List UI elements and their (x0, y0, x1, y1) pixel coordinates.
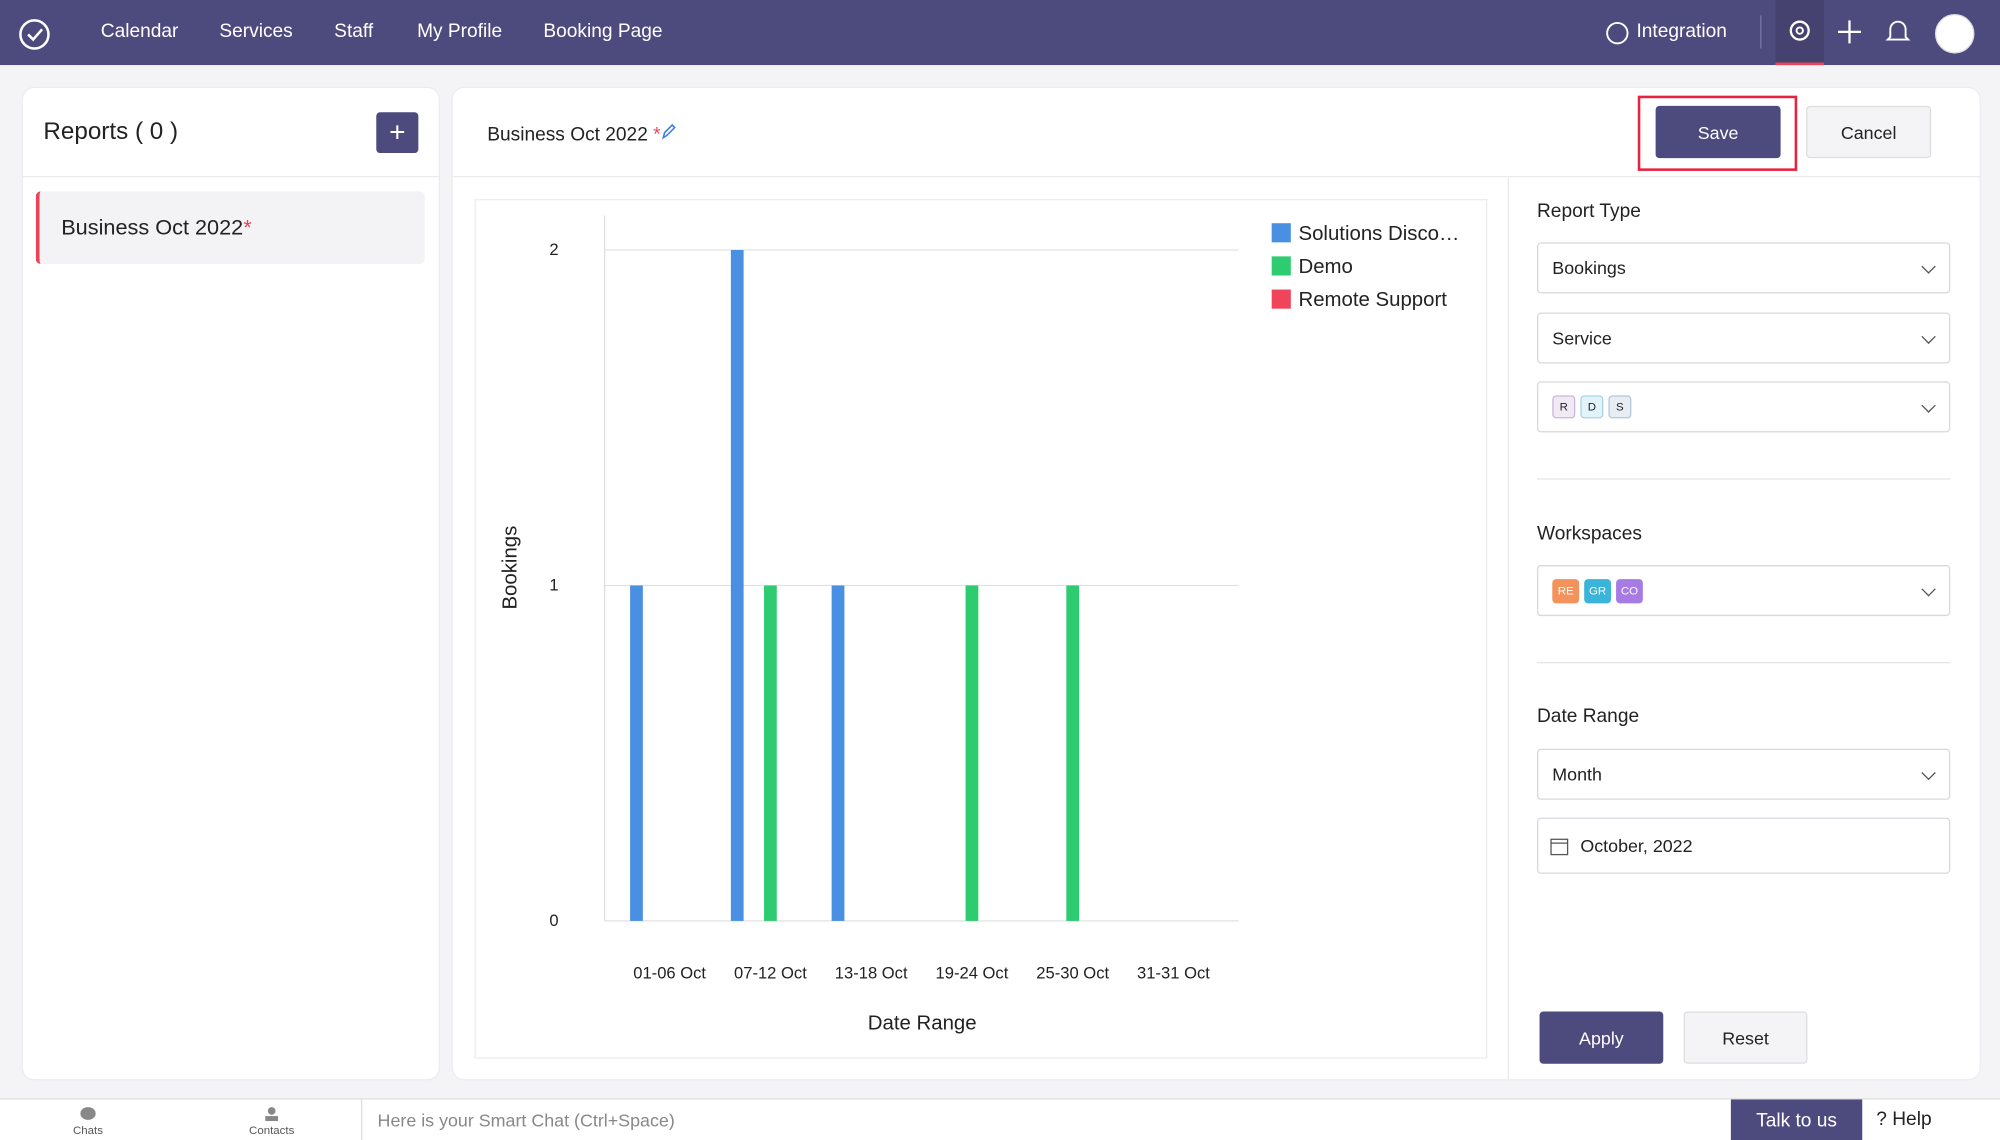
chip: CO (1616, 578, 1643, 603)
select[interactable]: Month (1536, 748, 1951, 800)
y-axis-label: Bookings (500, 526, 522, 610)
logo (19, 19, 50, 50)
multi-select[interactable]: RE GR CO (1536, 565, 1951, 617)
y-tick-label: 1 (549, 576, 558, 595)
legend-swatch (1271, 289, 1291, 309)
filter-label: Workspaces (1536, 522, 1642, 545)
x-tick-label: 01-06 Oct (633, 963, 706, 982)
divider (1536, 661, 1951, 664)
nav-item[interactable]: Services (219, 20, 293, 43)
select[interactable]: Service (1536, 312, 1951, 364)
x-tick-label: 25-30 Oct (1036, 963, 1109, 982)
chats[interactable]: Chats (57, 1106, 118, 1137)
date-value: October, 2022 (1580, 835, 1693, 856)
bar (965, 585, 979, 921)
select-value: Service (1552, 327, 1612, 349)
sidebar: Reports ( 0 ) + Business Oct 2022* (21, 86, 441, 1081)
chip: D (1580, 395, 1604, 419)
divider (1536, 478, 1951, 480)
smart-chat[interactable]: Here is your Smart Chat (Ctrl+Space) (377, 1109, 675, 1131)
select-value: Month (1552, 764, 1602, 785)
report-title: Business Oct 2022 * (487, 122, 676, 145)
bar (630, 585, 643, 921)
date-input[interactable]: October, 2022 (1536, 817, 1951, 874)
chip: S (1608, 395, 1632, 419)
bar (831, 585, 845, 921)
avatar[interactable] (1934, 14, 1975, 54)
divider (1760, 15, 1762, 49)
filter-label: Date Range (1536, 705, 1640, 728)
report-item[interactable]: Business Oct 2022* (35, 191, 425, 265)
y-tick-label: 0 (549, 911, 558, 930)
settings[interactable] (1775, 0, 1824, 66)
x-axis-label: Date Range (868, 1012, 977, 1034)
legend-swatch (1271, 256, 1291, 276)
help-label: Help (1892, 1108, 1932, 1131)
cancel-button[interactable]: Cancel (1806, 105, 1932, 159)
nav-item[interactable]: My Profile (417, 20, 503, 43)
unsaved-marker: * (653, 123, 661, 146)
add-report[interactable]: + (376, 112, 419, 154)
x-tick-label: 19-24 Oct (936, 963, 1009, 982)
select[interactable]: Bookings (1536, 242, 1951, 294)
divider (452, 176, 1980, 178)
y-tick-label: 2 (549, 240, 558, 259)
sidebar-title: Reports ( 0 ) (43, 118, 179, 146)
legend-label: Remote Support (1298, 289, 1447, 311)
bar (764, 585, 777, 921)
contacts-label: Contacts (249, 1123, 295, 1137)
x-tick-label: 31-31 Oct (1137, 963, 1210, 982)
bell-icon[interactable] (1885, 18, 1911, 46)
save-button[interactable]: Save (1655, 105, 1781, 159)
calendar-icon (1550, 838, 1569, 856)
edit-icon[interactable] (661, 122, 676, 140)
divider (1507, 177, 1509, 1080)
nav-item[interactable]: Booking Page (543, 20, 663, 43)
add-icon[interactable] (1837, 19, 1863, 45)
divider (360, 1099, 363, 1140)
apply-button[interactable]: Apply (1539, 1011, 1664, 1064)
top-nav: Calendar Services Staff My Profile Booki… (0, 0, 2000, 66)
chip: R (1552, 395, 1576, 419)
chip: GR (1584, 578, 1611, 603)
divider (22, 176, 439, 178)
nav-item[interactable]: Staff (334, 20, 374, 43)
highlight-box (1637, 95, 1798, 171)
report-item-label: Business Oct 2022 (61, 215, 244, 240)
help[interactable]: ? Help (1876, 1108, 1932, 1131)
bar (730, 249, 744, 921)
talk-label: Talk to us (1756, 1109, 1837, 1131)
legend-label: Solutions Disco… (1298, 223, 1459, 245)
chart: Date Range Bookings 0 1 2 01-06 Oct 07-12 Oc… (474, 198, 1488, 1059)
bar (1066, 585, 1080, 921)
select-value: Bookings (1552, 257, 1626, 279)
x-tick-label: 07-12 Oct (734, 963, 807, 982)
bottom-bar: Chats Contacts Here is your Smart Chat (… (0, 1098, 2000, 1140)
report-title-text: Business Oct 2022 (487, 123, 648, 146)
unsaved-marker: * (243, 215, 252, 240)
integration[interactable]: Integration (1636, 20, 1727, 43)
reset-button[interactable]: Reset (1683, 1011, 1808, 1064)
chip: RE (1552, 578, 1580, 603)
legend-label: Demo (1298, 256, 1352, 278)
contacts[interactable]: Contacts (241, 1106, 302, 1137)
talk-button[interactable]: Talk to us (1730, 1099, 1863, 1140)
x-tick-label: 13-18 Oct (835, 963, 908, 982)
nav-item[interactable]: Calendar (100, 20, 179, 43)
legend-swatch (1271, 223, 1291, 243)
integration-icon (1606, 22, 1629, 45)
multi-select[interactable]: R D S (1536, 381, 1951, 433)
chats-label: Chats (73, 1123, 103, 1137)
filter-label: Report Type (1536, 200, 1641, 222)
